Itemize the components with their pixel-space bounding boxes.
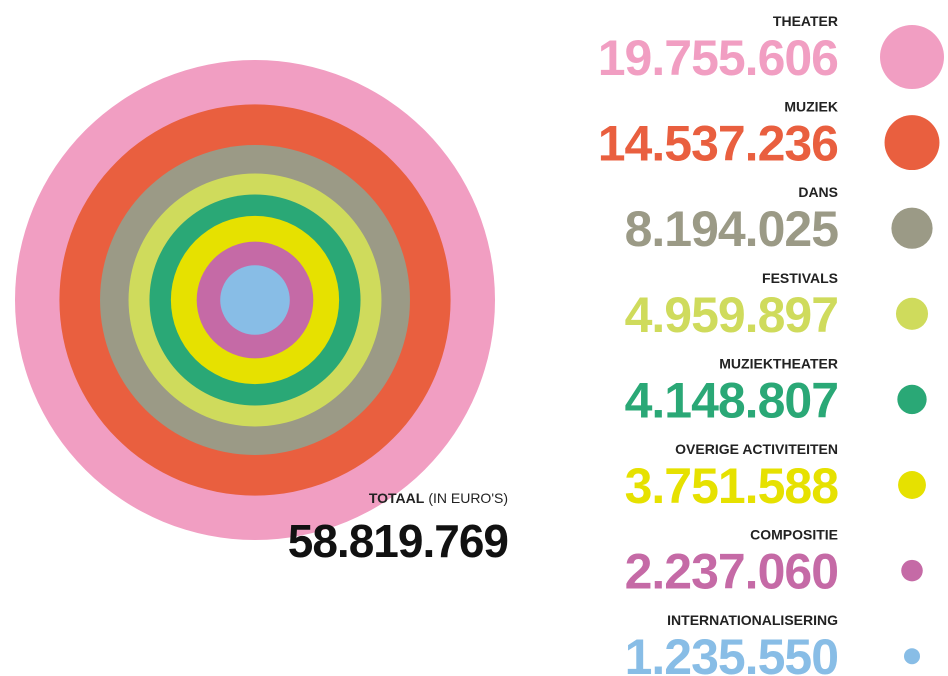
value-label: 14.537.236	[598, 116, 838, 172]
category-label: OVERIGE ACTIVITEITEN	[675, 441, 838, 457]
value-label: 8.194.025	[625, 201, 839, 257]
category-label: FESTIVALS	[762, 270, 838, 286]
value-label: 3.751.588	[625, 458, 839, 514]
category-label: INTERNATIONALISERING	[667, 612, 838, 628]
legend-dot	[897, 384, 927, 415]
category-label: THEATER	[773, 13, 838, 29]
legend-dot	[891, 207, 933, 249]
category-label: DANS	[798, 184, 838, 200]
value-label: 1.235.550	[625, 629, 838, 676]
category-label: COMPOSITIE	[750, 527, 838, 543]
total-unit: (IN EURO'S)	[428, 490, 508, 506]
nested-circles	[15, 60, 495, 540]
category-label: MUZIEKTHEATER	[719, 355, 838, 371]
value-label: 4.959.897	[625, 287, 838, 343]
legend-dot	[880, 25, 944, 89]
value-label: 19.755.606	[598, 30, 838, 86]
total-caption: TOTAAL (IN EURO'S)	[369, 490, 508, 506]
ring	[220, 265, 290, 335]
legend-dot	[884, 115, 940, 171]
legend-dot	[903, 648, 921, 665]
value-label: 4.148.807	[625, 372, 838, 428]
total-value: 58.819.769	[288, 515, 508, 567]
legend-dot	[895, 297, 929, 330]
legend-dot	[898, 471, 926, 499]
legend-dot	[901, 559, 923, 582]
value-label: 2.237.060	[625, 544, 838, 600]
category-label: MUZIEK	[784, 99, 838, 115]
total-title: TOTAAL	[369, 490, 425, 506]
